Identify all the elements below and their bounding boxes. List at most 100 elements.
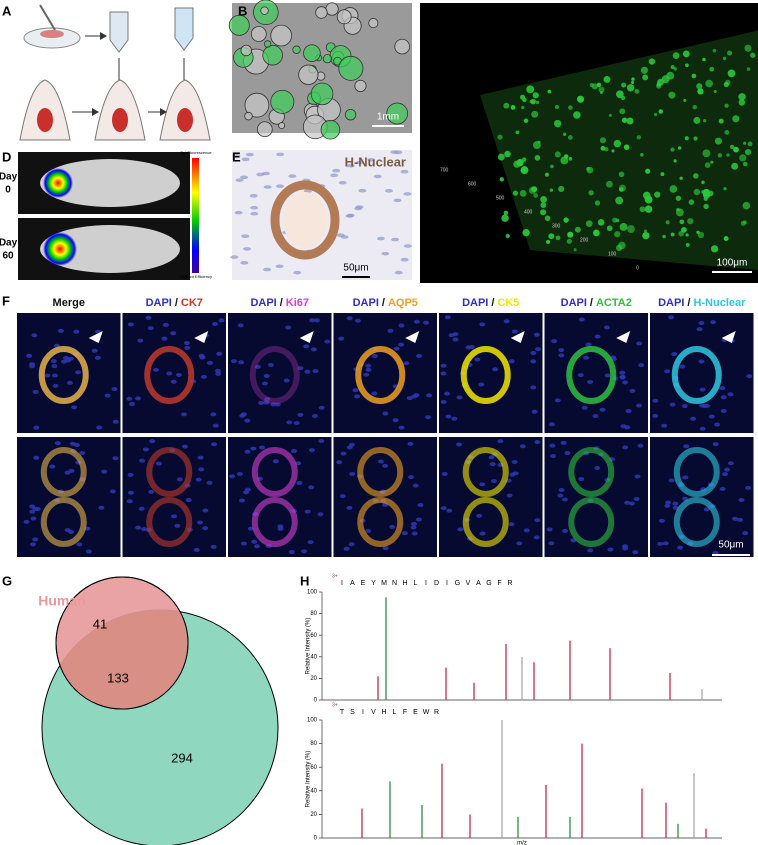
- cell: [535, 100, 540, 105]
- dapi-nucleus: [138, 506, 145, 511]
- duct-stain: [146, 497, 193, 547]
- cell: [731, 162, 739, 170]
- dapi-nucleus: [398, 323, 405, 328]
- cell: [522, 97, 527, 103]
- cell: [703, 203, 709, 210]
- dapi-nucleus: [488, 455, 495, 460]
- dapi-nucleus: [714, 422, 721, 427]
- organoid: [325, 2, 339, 16]
- dapi-nucleus: [577, 373, 584, 378]
- panel-label: F: [2, 293, 10, 308]
- nucleus: [393, 198, 402, 203]
- cell: [643, 229, 647, 233]
- dapi-nucleus: [389, 524, 396, 529]
- dapi-nucleus: [199, 355, 206, 360]
- organoid: [240, 44, 252, 57]
- dapi-nucleus: [738, 497, 745, 502]
- dapi-nucleus: [336, 460, 343, 465]
- cell: [653, 112, 658, 117]
- y-tick-label: 40: [310, 788, 317, 794]
- dapi-nucleus: [285, 325, 292, 330]
- dapi-nucleus: [719, 386, 726, 391]
- cell: [675, 195, 682, 201]
- cell: [636, 135, 642, 140]
- cell: [696, 83, 703, 90]
- dapi-nucleus: [202, 508, 209, 513]
- dapi-nucleus: [126, 396, 133, 401]
- dapi-nucleus: [239, 413, 246, 418]
- residue: T: [340, 709, 345, 716]
- dapi-nucleus: [112, 456, 119, 461]
- cell: [645, 168, 651, 174]
- cell: [497, 134, 503, 140]
- cell: [591, 83, 598, 90]
- dapi-nucleus: [503, 319, 510, 324]
- cell: [630, 80, 635, 85]
- column-header: DAPI / AQP5: [353, 297, 418, 309]
- nucleus: [403, 192, 412, 196]
- dapi-nucleus: [444, 391, 451, 396]
- cell: [545, 239, 551, 245]
- dapi-nucleus: [533, 535, 540, 540]
- cell: [501, 214, 509, 222]
- dapi-nucleus: [307, 540, 314, 545]
- dapi-nucleus: [243, 490, 250, 495]
- dapi-nucleus: [170, 379, 177, 384]
- dapi-nucleus: [558, 487, 565, 492]
- dapi-nucleus: [174, 523, 181, 528]
- column-header: DAPI / ACTA2: [561, 297, 632, 309]
- cell: [691, 73, 697, 79]
- dapi-nucleus: [599, 407, 606, 412]
- dapi-nucleus: [392, 418, 399, 423]
- nucleus: [245, 152, 254, 157]
- cell: [614, 231, 621, 238]
- dapi-nucleus: [511, 329, 518, 334]
- dapi-nucleus: [317, 512, 324, 517]
- header-marker: CK5: [497, 297, 519, 309]
- organoid: [320, 119, 341, 140]
- column-header: DAPI / CK5: [462, 297, 519, 309]
- nucleus: [358, 188, 367, 193]
- dapi-nucleus: [548, 422, 555, 427]
- dapi-nucleus: [722, 472, 729, 477]
- dapi-nucleus: [681, 404, 688, 409]
- dapi-nucleus: [297, 412, 304, 417]
- dapi-nucleus: [562, 528, 569, 533]
- dapi-nucleus: [212, 322, 219, 327]
- cell: [669, 185, 678, 193]
- day-label: Day: [0, 172, 18, 183]
- dapi-nucleus: [272, 459, 279, 464]
- nucleus: [234, 210, 243, 215]
- cell: [744, 148, 752, 156]
- dapi-nucleus: [51, 364, 58, 369]
- dapi-nucleus: [628, 501, 635, 506]
- cell: [586, 166, 594, 174]
- cell: [597, 219, 605, 226]
- organoid: [303, 44, 321, 62]
- cell: [639, 206, 646, 213]
- dapi-nucleus: [607, 547, 614, 552]
- panel-label: C: [426, 3, 436, 18]
- cell: [562, 132, 567, 137]
- set-label: Human: [38, 593, 85, 609]
- organoid: [292, 45, 301, 54]
- dapi-nucleus: [557, 493, 564, 498]
- dapi-nucleus: [71, 405, 78, 410]
- duct-stain: [355, 346, 406, 404]
- dapi-nucleus: [668, 478, 675, 483]
- dapi-nucleus: [548, 541, 555, 546]
- dapi-nucleus: [91, 348, 98, 353]
- dapi-nucleus: [324, 339, 331, 344]
- dapi-nucleus: [180, 412, 187, 417]
- dapi-nucleus: [236, 472, 243, 477]
- cell: [513, 160, 521, 168]
- dapi-nucleus: [479, 531, 486, 536]
- header-part: DAPI: [250, 297, 276, 309]
- residue: G: [455, 580, 460, 587]
- cell: [703, 196, 708, 201]
- residue: A: [476, 580, 481, 587]
- day-label: Day: [0, 238, 18, 249]
- dapi-nucleus: [156, 461, 163, 466]
- dapi-nucleus: [661, 423, 668, 428]
- dapi-nucleus: [181, 444, 188, 449]
